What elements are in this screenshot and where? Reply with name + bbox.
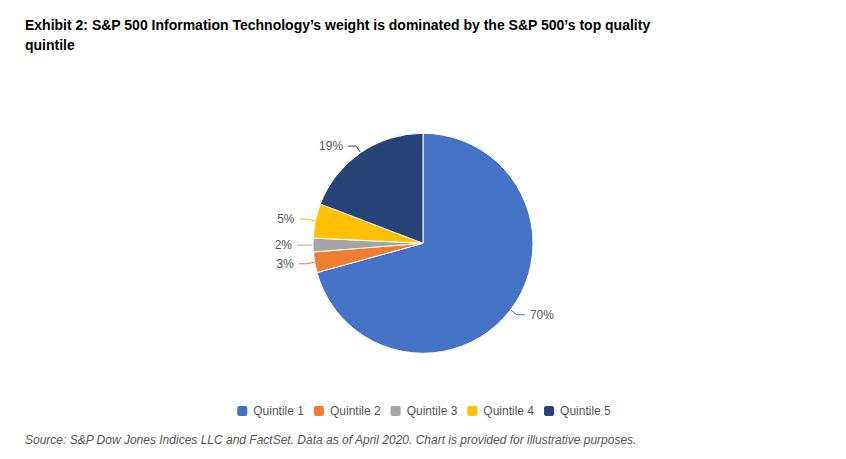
svg-text:Quintile 4: Quintile 4	[483, 404, 534, 418]
svg-text:Source: S&P Dow Jones Indices: Source: S&P Dow Jones Indices LLC and Fa…	[25, 433, 636, 447]
svg-text:19%: 19%	[319, 139, 343, 153]
svg-text:Quintile 3: Quintile 3	[407, 404, 458, 418]
svg-text:2%: 2%	[275, 238, 293, 252]
svg-text:Quintile 1: Quintile 1	[253, 404, 304, 418]
svg-text:5%: 5%	[277, 212, 295, 226]
svg-text:Quintile 5: Quintile 5	[560, 404, 611, 418]
svg-text:3%: 3%	[276, 257, 294, 271]
svg-text:Quintile 2: Quintile 2	[330, 404, 381, 418]
svg-text:quintile: quintile	[25, 37, 75, 53]
svg-text:70%: 70%	[530, 308, 554, 322]
svg-text:Exhibit 2: S&P 500 Information: Exhibit 2: S&P 500 Information Technolog…	[25, 17, 650, 33]
